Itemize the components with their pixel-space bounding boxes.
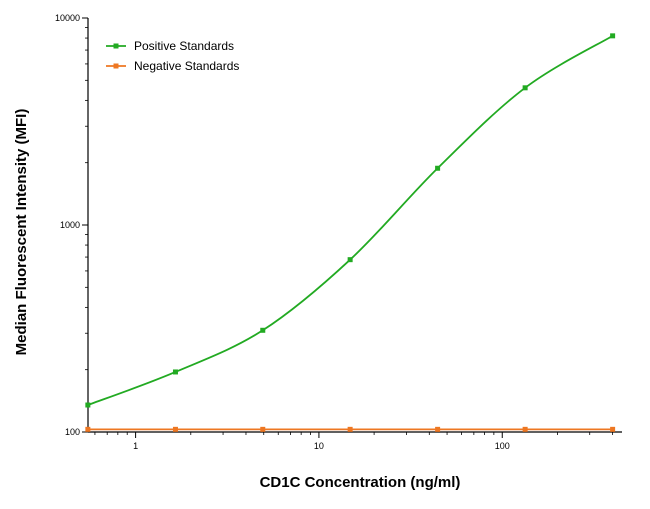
x-axis-title: CD1C Concentration (ng/ml) [260,474,461,491]
positive-standards-point [522,85,528,91]
legend: Positive Standards Negative Standards [106,39,239,73]
positive-standards-point [435,165,441,171]
legend-negative-standards-label: Negative Standards [134,59,239,73]
legend-positive-standards-label: Positive Standards [134,39,234,53]
axes: 100 1000 10000 1 10 100 [55,13,622,451]
y-tick-label: 1000 [60,220,80,230]
negative-standards-point [347,426,353,432]
positive-standards-point [347,257,353,263]
negative-standards-point [522,426,528,432]
positive-standards-point [85,402,91,408]
negative-standards-point [172,426,178,432]
negative-standards-point [435,426,441,432]
negative-standards-point [610,426,616,432]
x-tick-label: 10 [314,441,324,451]
negative-standards-point [260,426,266,432]
legend-negative-standards-marker [113,63,119,69]
y-tick-label: 10000 [55,13,80,23]
x-tick-label: 100 [495,441,510,451]
positive-standards-point [260,327,266,333]
legend-positive-standards-marker [113,43,119,49]
positive-standards-line [87,35,614,406]
negative-standards-point [85,426,91,432]
y-axis-title: Median Fluorescent Intensity (MFI) [13,109,30,356]
positive-standards-point [172,369,178,375]
x-tick-label: 1 [133,441,138,451]
y-tick-label: 100 [65,427,80,437]
positive-standards-point [610,33,616,39]
series-layer [85,33,616,432]
